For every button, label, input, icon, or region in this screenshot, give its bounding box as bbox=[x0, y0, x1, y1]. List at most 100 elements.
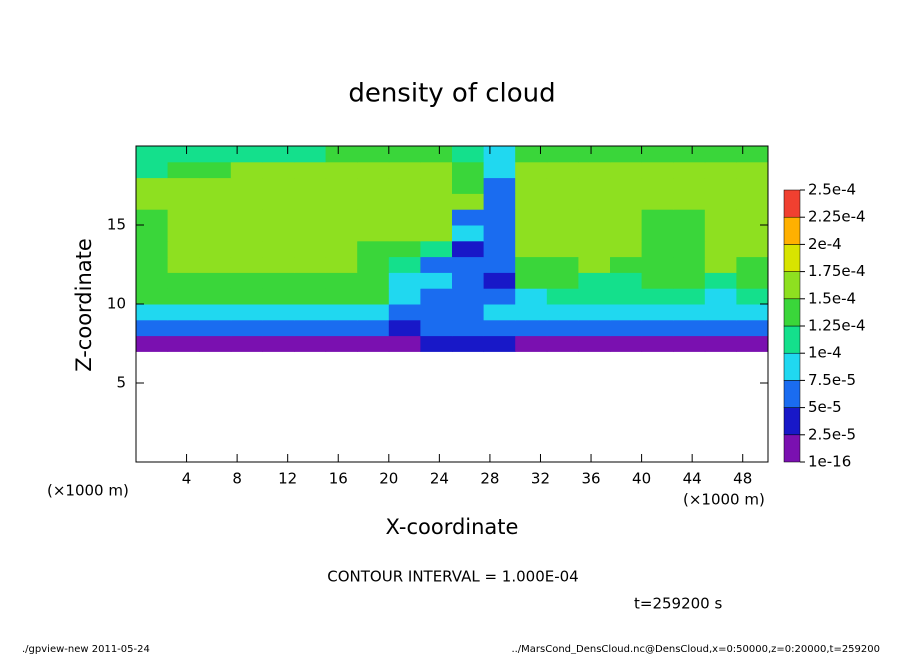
cell bbox=[357, 319, 390, 337]
cell bbox=[546, 335, 579, 352]
cell bbox=[546, 146, 579, 163]
cell bbox=[673, 335, 706, 352]
cell bbox=[673, 319, 706, 337]
cell bbox=[515, 288, 548, 305]
cell bbox=[230, 161, 263, 179]
cell bbox=[704, 304, 737, 321]
cell bbox=[325, 335, 358, 352]
x-tick-label: 12 bbox=[278, 470, 297, 488]
cell bbox=[325, 304, 358, 321]
y-axis-label: Z-coordinate bbox=[72, 238, 96, 372]
cell bbox=[736, 256, 769, 273]
cell bbox=[294, 161, 327, 179]
cell bbox=[136, 240, 169, 258]
cell bbox=[294, 256, 327, 273]
cell bbox=[704, 335, 737, 352]
cell bbox=[136, 304, 169, 321]
cell bbox=[704, 177, 737, 194]
cell bbox=[641, 177, 674, 194]
x-tick-label: 20 bbox=[379, 470, 398, 488]
x-tick-label: 24 bbox=[430, 470, 449, 488]
cell bbox=[136, 209, 169, 226]
cell bbox=[610, 304, 643, 321]
colorbar-box bbox=[783, 189, 801, 218]
colorbar-box bbox=[783, 352, 801, 381]
cell bbox=[452, 225, 485, 242]
cell bbox=[230, 335, 263, 352]
cell bbox=[325, 209, 358, 226]
cell bbox=[673, 272, 706, 289]
cell bbox=[388, 304, 421, 321]
cell bbox=[736, 225, 769, 242]
cell bbox=[388, 161, 421, 179]
cell bbox=[578, 225, 611, 242]
cell bbox=[452, 288, 485, 305]
cell bbox=[230, 319, 263, 337]
cell bbox=[262, 177, 295, 194]
cell bbox=[136, 225, 169, 242]
heatmap bbox=[136, 146, 769, 352]
cell bbox=[294, 209, 327, 226]
cell bbox=[736, 304, 769, 321]
cell bbox=[357, 209, 390, 226]
cell bbox=[578, 272, 611, 289]
cell bbox=[199, 335, 232, 352]
x-tick-label: 4 bbox=[182, 470, 192, 488]
cell bbox=[704, 209, 737, 226]
x-tick-label: 28 bbox=[480, 470, 499, 488]
cell bbox=[452, 256, 485, 273]
cell bbox=[736, 161, 769, 179]
cell bbox=[325, 146, 358, 163]
cell bbox=[230, 177, 263, 194]
cell bbox=[420, 193, 453, 210]
cell bbox=[199, 225, 232, 242]
x-tick-label: 16 bbox=[329, 470, 348, 488]
cell bbox=[515, 256, 548, 273]
cell bbox=[736, 288, 769, 305]
cell bbox=[167, 272, 200, 289]
cell bbox=[199, 256, 232, 273]
cell bbox=[546, 193, 579, 210]
colorbar-label: 2e-4 bbox=[808, 235, 842, 253]
cell bbox=[483, 193, 516, 210]
cell bbox=[736, 193, 769, 210]
cell bbox=[673, 146, 706, 163]
cell bbox=[357, 146, 390, 163]
cell bbox=[294, 335, 327, 352]
cell bbox=[704, 272, 737, 289]
footer-right: ../MarsCond_DensCloud.nc@DensCloud,x=0:5… bbox=[511, 644, 880, 654]
cell bbox=[452, 177, 485, 194]
cell bbox=[357, 272, 390, 289]
cell bbox=[388, 256, 421, 273]
cell bbox=[388, 177, 421, 194]
cell bbox=[420, 225, 453, 242]
colorbar-box bbox=[783, 325, 801, 354]
cell bbox=[230, 304, 263, 321]
cell bbox=[546, 319, 579, 337]
cell bbox=[610, 335, 643, 352]
cell bbox=[325, 177, 358, 194]
cell bbox=[294, 304, 327, 321]
cell bbox=[578, 161, 611, 179]
cell bbox=[515, 193, 548, 210]
cell bbox=[357, 256, 390, 273]
cell bbox=[452, 335, 485, 352]
cell bbox=[388, 209, 421, 226]
cell bbox=[483, 225, 516, 242]
cell bbox=[578, 256, 611, 273]
colorbar-box bbox=[783, 434, 801, 463]
cell bbox=[546, 177, 579, 194]
cell bbox=[357, 304, 390, 321]
cell bbox=[673, 240, 706, 258]
cell bbox=[736, 272, 769, 289]
cell bbox=[578, 319, 611, 337]
cell bbox=[641, 146, 674, 163]
cell bbox=[420, 272, 453, 289]
colorbar-label: 5e-5 bbox=[808, 398, 842, 416]
colorbar-label: 1e-16 bbox=[808, 453, 851, 471]
colorbar-label: 1e-4 bbox=[808, 344, 842, 362]
cell bbox=[294, 193, 327, 210]
colorbar-label: 1.25e-4 bbox=[808, 317, 866, 335]
